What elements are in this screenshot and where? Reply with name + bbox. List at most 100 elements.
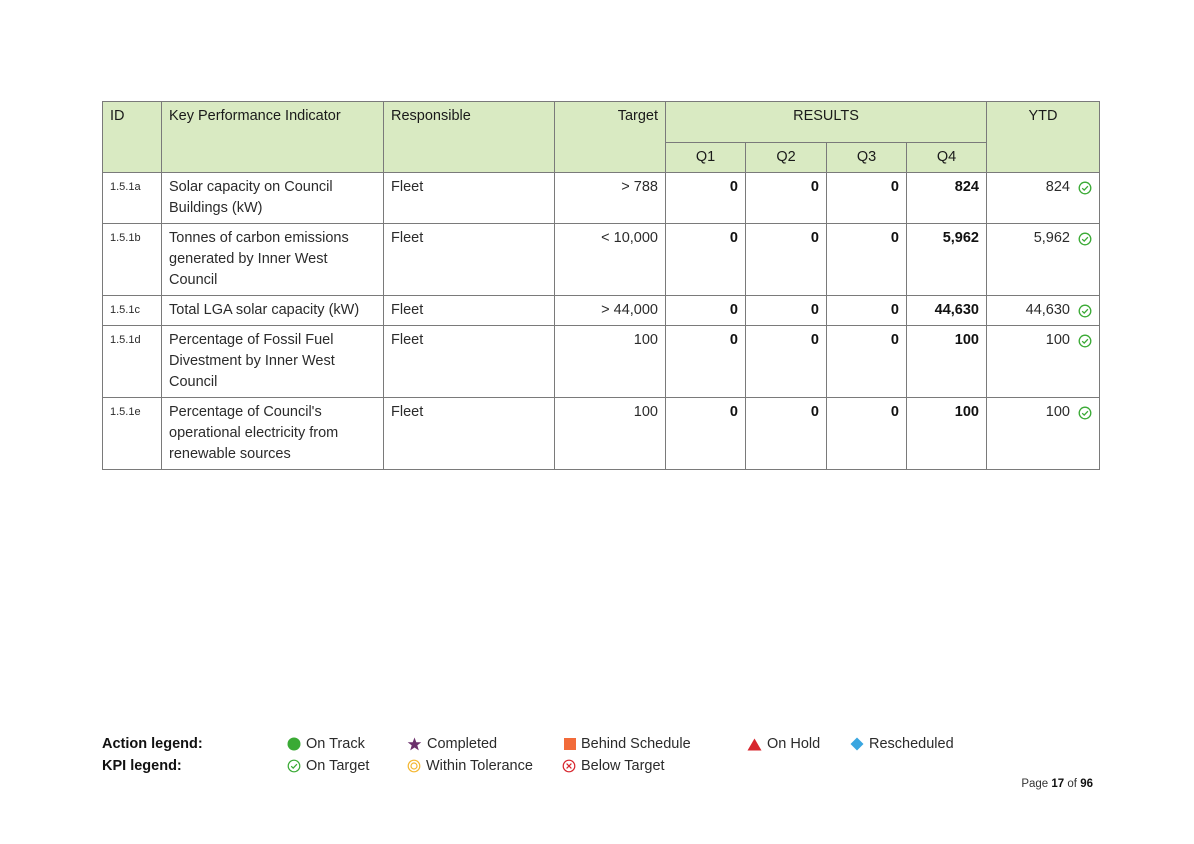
kpi-name: Total LGA solar capacity (kW) — [161, 295, 384, 326]
on-target-icon — [1078, 181, 1092, 194]
legend-on-hold: On Hold — [747, 736, 820, 752]
kpi-q4: 100 — [906, 397, 987, 470]
header-responsible: Responsible — [383, 101, 555, 173]
kpi-name: Solar capacity on Council Buildings (kW) — [161, 172, 384, 224]
on-target-icon — [1078, 232, 1092, 245]
kpi-ytd: 44,630 — [986, 295, 1100, 326]
kpi-q3: 0 — [826, 325, 907, 398]
header-q3: Q3 — [826, 142, 907, 173]
kpi-responsible: Fleet — [383, 172, 555, 224]
kpi-target: 100 — [554, 325, 666, 398]
kpi-responsible: Fleet — [383, 223, 555, 296]
table-row: 1.5.1e Percentage of Council's operation… — [102, 397, 1100, 470]
kpi-q2: 0 — [745, 325, 827, 398]
kpi-ytd-value: 100 — [1045, 404, 1070, 420]
kpi-q4: 824 — [906, 172, 987, 224]
legend-label: Behind Schedule — [581, 736, 691, 752]
kpi-q1: 0 — [665, 325, 746, 398]
table-row: 1.5.1c Total LGA solar capacity (kW) Fle… — [102, 295, 1100, 326]
kpi-q4: 5,962 — [906, 223, 987, 296]
red-triangle-icon — [747, 738, 762, 750]
kpi-q1: 0 — [665, 397, 746, 470]
yellow-ring-icon — [407, 759, 421, 773]
header-target: Target — [554, 101, 666, 173]
kpi-q1: 0 — [665, 295, 746, 326]
legend-label: Within Tolerance — [426, 758, 533, 774]
kpi-ytd: 100 — [986, 397, 1100, 470]
kpi-q4: 100 — [906, 325, 987, 398]
kpi-target: < 10,000 — [554, 223, 666, 296]
table-row: 1.5.1a Solar capacity on Council Buildin… — [102, 172, 1100, 224]
kpi-responsible: Fleet — [383, 325, 555, 398]
header-id: ID — [102, 101, 162, 173]
page-current: 17 — [1051, 778, 1065, 790]
kpi-q3: 0 — [826, 172, 907, 224]
kpi-responsible: Fleet — [383, 295, 555, 326]
kpi-responsible: Fleet — [383, 397, 555, 470]
kpi-q1: 0 — [665, 223, 746, 296]
kpi-q3: 0 — [826, 223, 907, 296]
kpi-ytd-value: 824 — [1045, 179, 1070, 195]
kpi-q2: 0 — [745, 397, 827, 470]
kpi-id: 1.5.1c — [102, 295, 162, 326]
page-of: of — [1067, 778, 1077, 790]
kpi-id: 1.5.1a — [102, 172, 162, 224]
red-x-circle-icon — [562, 759, 576, 773]
legend-label: On Track — [306, 736, 365, 752]
blue-diamond-icon — [850, 737, 864, 751]
kpi-q1: 0 — [665, 172, 746, 224]
green-check-circle-icon — [287, 759, 301, 773]
kpi-ytd: 824 — [986, 172, 1100, 224]
kpi-ytd-value: 5,962 — [1033, 230, 1070, 246]
kpi-ytd: 5,962 — [986, 223, 1100, 296]
page-number: Page 17 of 96 — [1021, 778, 1093, 790]
on-target-icon — [1078, 334, 1092, 347]
kpi-q3: 0 — [826, 295, 907, 326]
orange-square-icon — [564, 738, 576, 750]
table-row: 1.5.1d Percentage of Fossil Fuel Divestm… — [102, 325, 1100, 398]
table-row: 1.5.1b Tonnes of carbon emissions genera… — [102, 223, 1100, 296]
kpi-table: ID Key Performance Indicator Responsible… — [102, 101, 1100, 470]
on-target-icon — [1078, 406, 1092, 419]
kpi-ytd: 100 — [986, 325, 1100, 398]
legend-below-target: Below Target — [562, 758, 665, 774]
action-legend-label: Action legend: — [102, 736, 203, 752]
kpi-target: > 788 — [554, 172, 666, 224]
kpi-id: 1.5.1e — [102, 397, 162, 470]
kpi-target: > 44,000 — [554, 295, 666, 326]
header-q1: Q1 — [665, 142, 746, 173]
kpi-ytd-value: 44,630 — [1025, 302, 1070, 318]
kpi-id: 1.5.1d — [102, 325, 162, 398]
legend-label: Completed — [427, 736, 498, 752]
legend-label: Below Target — [581, 758, 665, 774]
kpi-name: Percentage of Fossil Fuel Divestment by … — [161, 325, 384, 398]
kpi-q2: 0 — [745, 223, 827, 296]
purple-star-icon — [407, 737, 422, 751]
kpi-name: Percentage of Council's operational elec… — [161, 397, 384, 470]
green-circle-icon — [287, 737, 301, 751]
legend-behind-schedule: Behind Schedule — [564, 736, 691, 752]
legend-within-tolerance: Within Tolerance — [407, 758, 533, 774]
on-target-icon — [1078, 304, 1092, 317]
legend-on-track: On Track — [287, 736, 365, 752]
header-results: RESULTS — [665, 101, 987, 143]
legend-on-target: On Target — [287, 758, 369, 774]
header-ytd: YTD — [986, 101, 1100, 173]
legend-completed: Completed — [407, 736, 497, 752]
header-kpi: Key Performance Indicator — [161, 101, 384, 173]
header-q4: Q4 — [906, 142, 987, 173]
legend-label: On Hold — [767, 736, 821, 752]
kpi-ytd-value: 100 — [1045, 332, 1070, 348]
legend-label: Rescheduled — [869, 736, 954, 752]
kpi-target: 100 — [554, 397, 666, 470]
legend-rescheduled: Rescheduled — [850, 736, 954, 752]
kpi-q3: 0 — [826, 397, 907, 470]
kpi-name: Tonnes of carbon emissions generated by … — [161, 223, 384, 296]
kpi-q2: 0 — [745, 172, 827, 224]
kpi-q4: 44,630 — [906, 295, 987, 326]
kpi-id: 1.5.1b — [102, 223, 162, 296]
kpi-legend-label: KPI legend: — [102, 758, 182, 774]
page-prefix: Page — [1021, 778, 1049, 790]
page-total: 96 — [1080, 778, 1093, 790]
legend-label: On Target — [306, 758, 370, 774]
